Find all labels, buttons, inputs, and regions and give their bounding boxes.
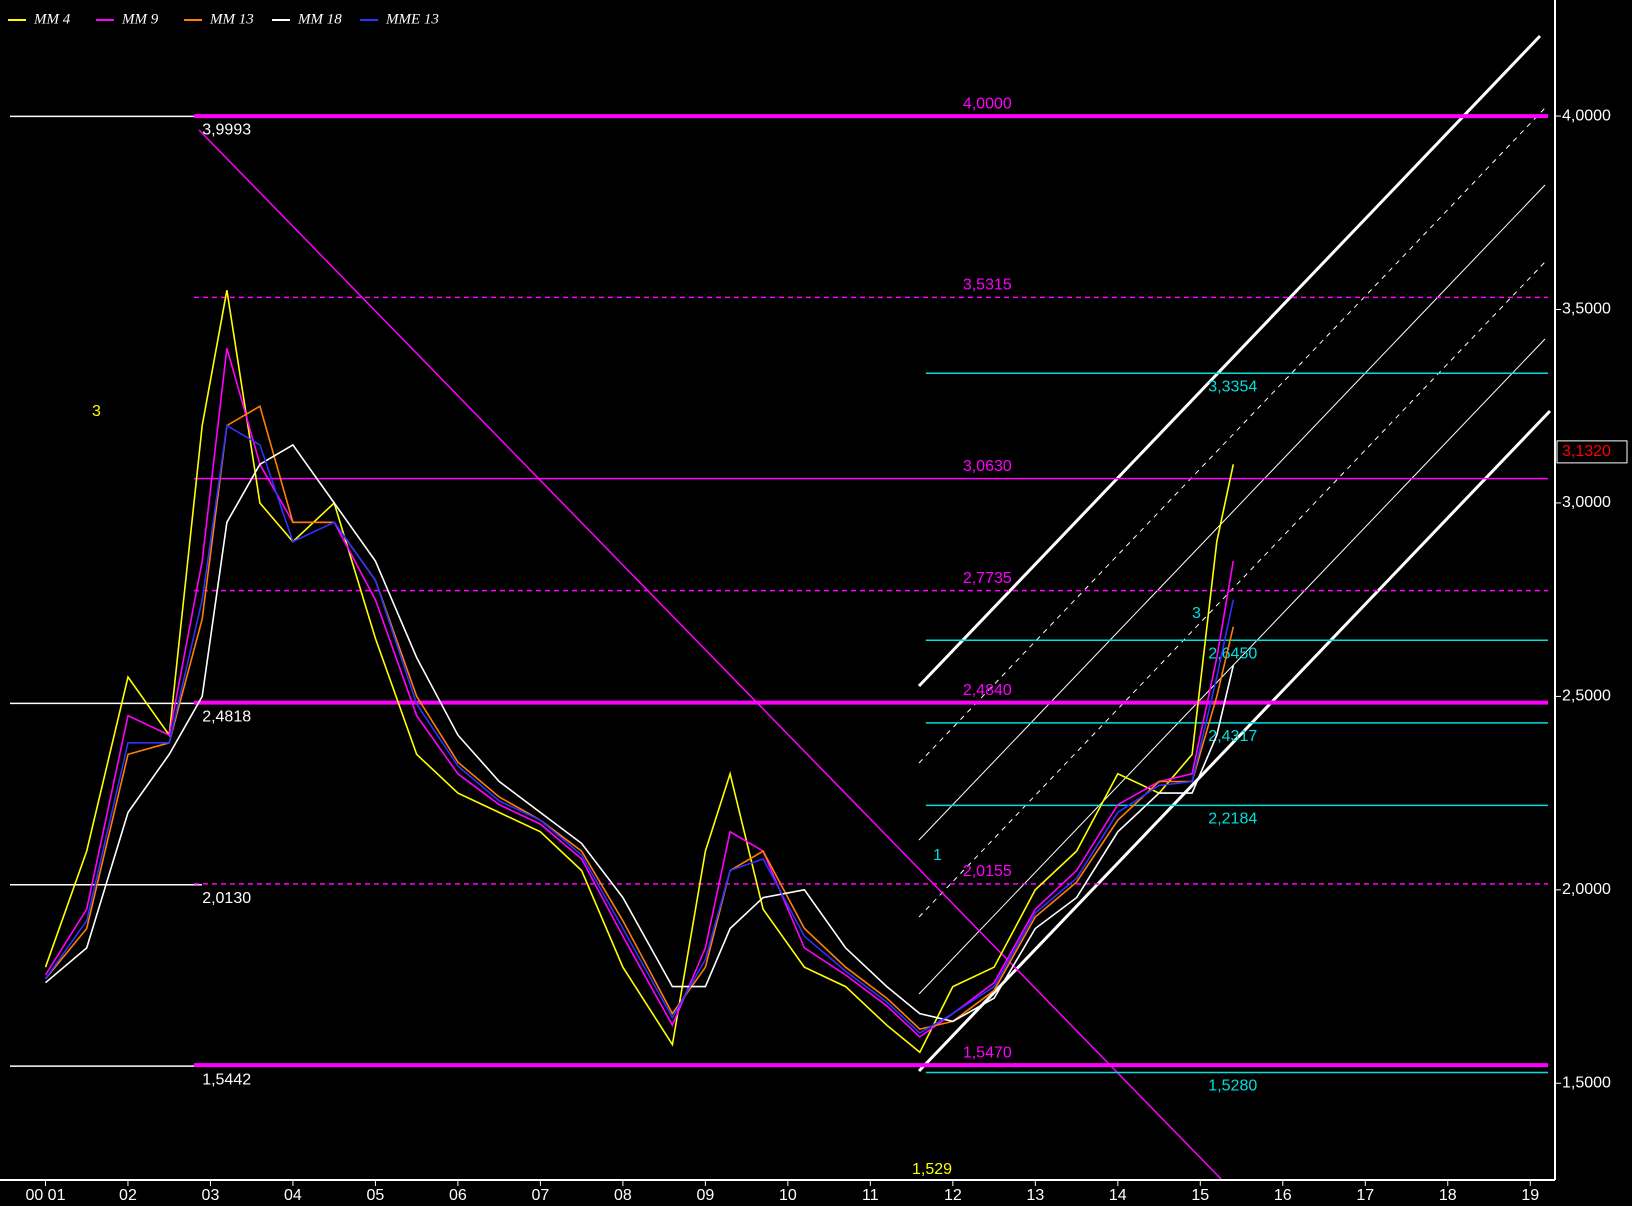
price-tag [1556,440,1628,464]
annotation: 1 [933,847,942,864]
level-label: 2,4840 [963,682,1012,699]
x-tick-label: 11 [862,1187,879,1204]
legend-label: MME 13 [385,11,439,27]
ma-line [44,404,1235,1030]
x-tick-label: 17 [1356,1187,1374,1204]
x-tick-label: 13 [1026,1187,1044,1204]
legend-label: MM 13 [209,11,254,27]
trend-line [198,129,1223,1181]
channel-line [918,338,1546,995]
x-tick-label: 02 [119,1187,137,1204]
level-label: 1,5442 [202,1071,251,1088]
x-tick-label: 05 [367,1187,385,1204]
y-tick-label: 2,5000 [1562,688,1611,705]
level-label: 2,4818 [202,709,251,726]
x-tick-label: 09 [696,1187,714,1204]
x-tick-label: 16 [1274,1187,1292,1204]
x-tick-label: 15 [1191,1187,1209,1204]
channel-line [918,107,1546,764]
level-label: 2,2184 [1208,811,1257,828]
level-label: 2,0155 [963,863,1012,880]
channel-line [918,184,1546,841]
ma-line [44,290,1235,1054]
channel [917,34,1552,1073]
level-label: 1,5470 [963,1044,1012,1061]
legend-label: MM 18 [297,11,342,27]
level-label: 1,5280 [1208,1078,1257,1095]
level-label: 2,4317 [1208,728,1257,745]
x-tick-label: 06 [449,1187,467,1204]
x-tick-label: 14 [1109,1187,1127,1204]
level-label: 3,3354 [1208,378,1257,395]
x-tick-label: 08 [614,1187,632,1204]
legend-label: MM 4 [33,11,71,27]
legend-label: MM 9 [121,11,159,27]
level-label: 3,0630 [963,458,1012,475]
level-label: 2,7735 [963,570,1012,587]
level-label: 3,5315 [963,277,1012,294]
channel-line [918,261,1546,918]
level-label: 2,0130 [202,890,251,907]
x-tick-label: 07 [531,1187,549,1204]
price-tag-label: 3,1320 [1562,443,1611,460]
x-tick-label: 03 [202,1187,220,1204]
channel-upper [917,34,1542,688]
x-tick-label: 19 [1521,1187,1539,1204]
ma-line [44,443,1235,1023]
annotation: 3 [92,403,101,420]
annotation: 3 [1192,605,1201,622]
channel-lower [917,409,1552,1073]
level-label: 4,0000 [963,95,1012,112]
ma-line [44,424,1235,1034]
x-tick-label: 00 01 [25,1187,65,1204]
x-tick-label: 10 [779,1187,797,1204]
level-label: 3,9993 [202,122,251,139]
x-tick-label: 04 [284,1187,302,1204]
y-tick-label: 4,0000 [1562,107,1611,124]
y-tick-label: 1,5000 [1562,1074,1611,1091]
annotation: 1,529 [912,1161,952,1178]
ma-line [44,347,1235,1038]
x-tick-label: 18 [1439,1187,1457,1204]
y-tick-label: 2,0000 [1562,881,1611,898]
y-tick-label: 3,5000 [1562,301,1611,318]
y-tick-label: 3,0000 [1562,494,1611,511]
x-tick-label: 12 [944,1187,962,1204]
